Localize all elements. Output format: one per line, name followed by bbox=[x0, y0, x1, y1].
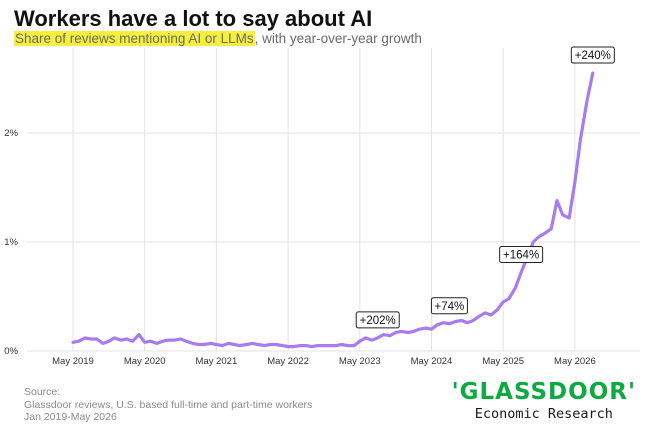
glassdoor-logo: 'GLASSDOOR' Economic Research bbox=[452, 380, 636, 422]
annotation-label: +74% bbox=[435, 301, 465, 313]
logo-subtitle: Economic Research bbox=[474, 406, 613, 422]
series-line bbox=[71, 71, 595, 349]
x-tick-label: May 2020 bbox=[124, 356, 166, 367]
y-tick-label: 1% bbox=[4, 237, 18, 248]
annotation-box bbox=[430, 297, 468, 315]
x-tick-label: May 2022 bbox=[267, 356, 309, 367]
x-tick-label: May 2026 bbox=[554, 356, 596, 367]
annotation-box bbox=[355, 311, 400, 329]
logo-wordmark: 'GLASSDOOR' bbox=[451, 379, 636, 405]
source-description: Glassdoor reviews, U.S. based full-time … bbox=[24, 398, 313, 411]
annotation-label: +164% bbox=[503, 250, 539, 262]
chart-title: Workers have a lot to say about AI bbox=[14, 6, 373, 31]
source-note: Source: Glassdoor reviews, U.S. based fu… bbox=[24, 386, 312, 424]
x-tick-label: May 2024 bbox=[411, 356, 453, 367]
annotation-box bbox=[570, 46, 615, 64]
source-date-range: Jan 2019-May 2026 bbox=[24, 411, 117, 423]
annotation-label: +240% bbox=[575, 50, 611, 62]
x-tick-label: May 2021 bbox=[196, 356, 238, 367]
source-label: Source: bbox=[24, 386, 61, 398]
x-tick-label: May 2023 bbox=[339, 356, 381, 367]
chart-subtitle: Share of reviews mentioning AI or LLMs, … bbox=[14, 31, 422, 46]
subtitle-rest: , with year-over-year growth bbox=[254, 31, 422, 46]
y-tick-label: 0% bbox=[4, 346, 18, 357]
subtitle-highlight: Share of reviews mentioning AI or LLMs bbox=[14, 31, 255, 46]
x-tick-label: May 2019 bbox=[52, 356, 94, 367]
annotation-label: +202% bbox=[360, 315, 396, 327]
x-tick-label: May 2025 bbox=[482, 356, 524, 367]
annotation-box bbox=[499, 246, 544, 264]
y-tick-label: 2% bbox=[4, 128, 18, 139]
